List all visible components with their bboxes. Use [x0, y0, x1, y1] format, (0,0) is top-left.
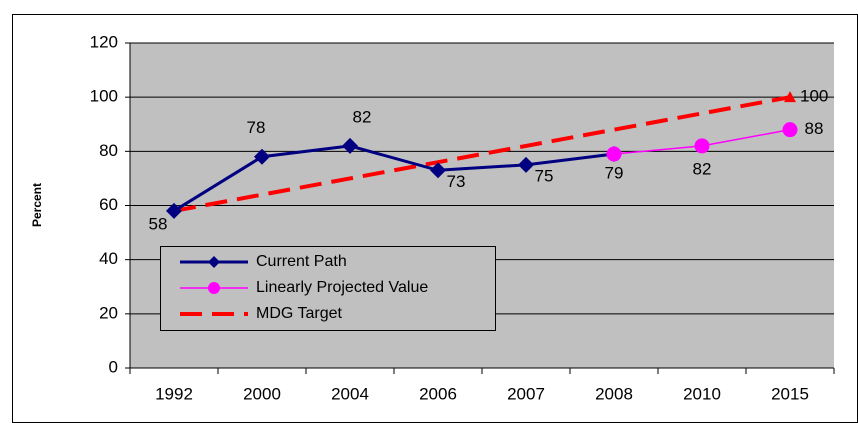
legend-label: MDG Target [256, 305, 343, 322]
series-line [173, 95, 791, 213]
data-point [430, 162, 446, 179]
data-label: 73 [447, 172, 466, 191]
legend-marker [208, 282, 220, 294]
legend-label: Current Path [256, 253, 347, 270]
data-label: 78 [247, 118, 266, 137]
y-axis-label: Percent [30, 183, 44, 227]
data-point [784, 91, 796, 103]
data-label: 75 [535, 166, 554, 185]
y-tick-label: 80 [99, 141, 118, 160]
x-tick-label: 2007 [507, 384, 545, 403]
data-point [254, 148, 270, 165]
legend-label: Linearly Projected Value [256, 279, 428, 296]
data-point [694, 138, 710, 154]
x-tick-label: 2008 [595, 384, 633, 403]
y-tick-label: 0 [109, 357, 118, 376]
data-point [782, 122, 798, 138]
x-tick-label: 1992 [155, 384, 193, 403]
y-tick-label: 120 [90, 32, 118, 51]
legend-marker [208, 256, 220, 268]
y-tick-label: 60 [99, 195, 118, 214]
y-tick-label: 20 [99, 303, 118, 322]
data-point [606, 146, 622, 162]
data-point [166, 202, 182, 219]
data-label: 88 [805, 119, 824, 138]
y-tick-label: 40 [99, 249, 118, 268]
data-point [518, 156, 534, 173]
data-label: 100 [800, 87, 828, 106]
series-line [173, 144, 615, 213]
data-point [342, 137, 358, 154]
data-label: 79 [605, 164, 624, 183]
data-label: 82 [353, 107, 372, 126]
x-tick-label: 2010 [683, 384, 721, 403]
legend: Current Path Linearly Projected Value MDG … [160, 246, 496, 331]
data-label: 82 [693, 159, 712, 178]
y-tick-label: 100 [90, 87, 118, 106]
data-label: 58 [149, 214, 168, 233]
x-tick-label: 2006 [419, 384, 457, 403]
x-tick-label: 2000 [243, 384, 281, 403]
x-tick-label: 2004 [331, 384, 369, 403]
x-tick-label: 2015 [771, 384, 809, 403]
